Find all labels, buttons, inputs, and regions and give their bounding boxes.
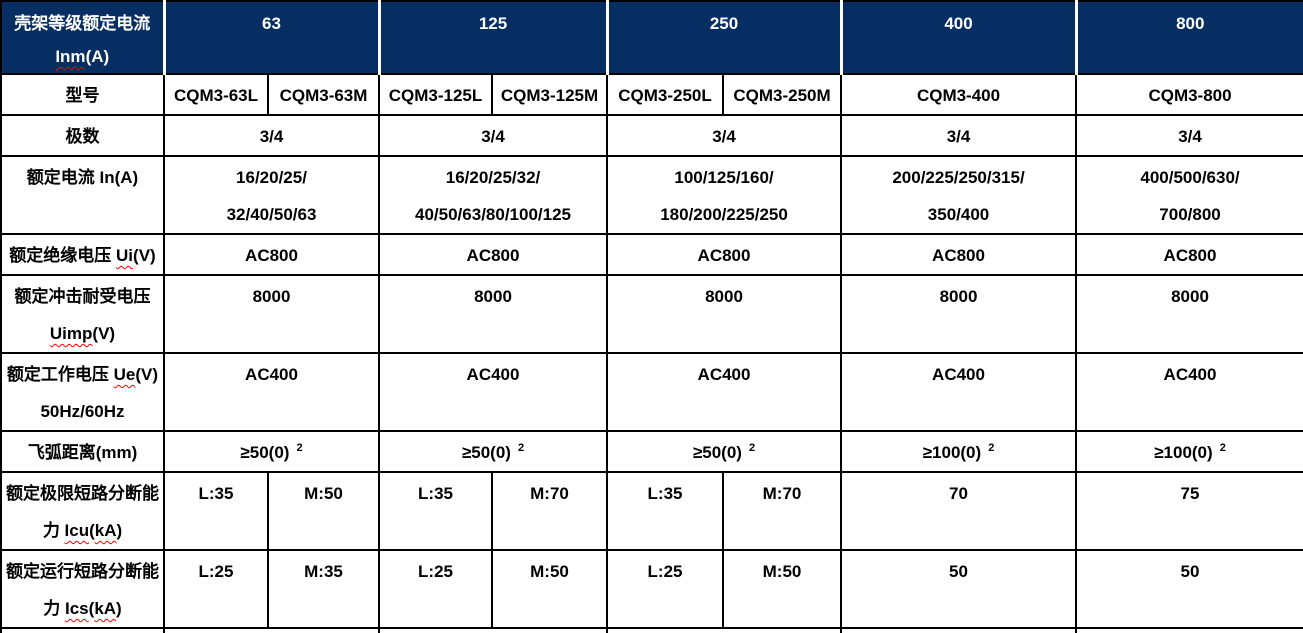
category-cell: A — [1075, 627, 1303, 633]
model-cell: CQM3-63M — [266, 73, 381, 116]
icu-cell: L:35 — [378, 471, 494, 551]
insulation-voltage-cell: AC800 — [162, 233, 381, 276]
ics-cell: L:25 — [606, 549, 725, 629]
category-cell: A — [162, 627, 381, 633]
arc-distance-cell: ≥50(0) 2 — [162, 430, 381, 473]
ics-cell: L:25 — [378, 549, 494, 629]
ics-cell: L:25 — [163, 549, 269, 629]
header-row: 壳架等级额定电流 Inm(A) 63 125 250 400 800 — [0, 0, 1303, 75]
header-col-400: 400 — [839, 0, 1078, 75]
header-col-250: 250 — [605, 0, 843, 75]
header-label-line1: 壳架等级额定电流 — [14, 14, 151, 33]
icu-cell: 75 — [1075, 471, 1303, 551]
model-cell: CQM3-400 — [840, 73, 1078, 116]
impulse-voltage-cell: 8000 — [378, 274, 609, 354]
ics-row: 额定运行短路分断能 力 Ics(kA) L:25 M:35 L:25 M:50 … — [0, 549, 1303, 629]
poles-row: 极数 3/4 3/4 3/4 3/4 3/4 — [0, 114, 1303, 157]
poles-cell: 3/4 — [606, 114, 843, 157]
working-voltage-cell: AC400 — [162, 352, 381, 432]
rated-current-row: 额定电流 In(A) 16/20/25/32/40/50/63 16/20/25… — [0, 155, 1303, 235]
category-cell: A — [378, 627, 609, 633]
model-cell: CQM3-800 — [1075, 73, 1303, 116]
header-col-125: 125 — [377, 0, 609, 75]
model-cell: CQM3-125M — [491, 73, 609, 116]
header-label-line2: Inm(A) — [55, 47, 110, 66]
impulse-voltage-cell: 8000 — [1075, 274, 1303, 354]
arc-distance-cell: ≥100(0) 2 — [840, 430, 1078, 473]
icu-row: 额定极限短路分断能 力 Icu(kA) L:35 M:50 L:35 M:70 … — [0, 471, 1303, 551]
arc-distance-cell: ≥50(0) 2 — [606, 430, 843, 473]
poles-cell: 3/4 — [162, 114, 381, 157]
header-frame-rated-current-label: 壳架等级额定电流 Inm(A) — [0, 0, 166, 75]
header-col-63: 63 — [162, 0, 381, 75]
icu-cell: M:70 — [722, 471, 843, 551]
arc-distance-cell: ≥100(0) 2 — [1075, 430, 1303, 473]
icu-row-label: 额定极限短路分断能 力 Icu(kA) — [0, 471, 165, 551]
arc-distance-row: 飞弧距离(mm) ≥50(0) 2 ≥50(0) 2 ≥50(0) 2 ≥100(0)… — [0, 430, 1303, 473]
impulse-voltage-row: 额定冲击耐受电压 Uimp(V) 8000 8000 8000 8000 800… — [0, 274, 1303, 354]
rated-current-cell: 200/225/250/315/350/400 — [840, 155, 1078, 235]
ics-cell: M:50 — [722, 549, 843, 629]
category-cell: A — [840, 627, 1078, 633]
header-col-800: 800 — [1074, 0, 1303, 75]
insulation-voltage-cell: AC800 — [378, 233, 609, 276]
working-voltage-cell: AC400 — [606, 352, 843, 432]
working-voltage-row: 额定工作电压 Ue(V) 50Hz/60Hz AC400 AC400 AC400… — [0, 352, 1303, 432]
working-voltage-cell: AC400 — [378, 352, 609, 432]
insulation-voltage-cell: AC800 — [840, 233, 1078, 276]
insulation-voltage-row: 额定绝缘电压 Ui(V) AC800 AC800 AC800 AC800 AC8… — [0, 233, 1303, 276]
icu-cell: M:50 — [266, 471, 381, 551]
model-row: 型号 CQM3-63L CQM3-63M CQM3-125L CQM3-125M… — [0, 73, 1303, 116]
rated-current-cell: 100/125/160/180/200/225/250 — [606, 155, 843, 235]
model-row-label: 型号 — [0, 73, 165, 116]
category-row: 使用类别 A A A A A — [0, 627, 1303, 633]
ics-row-label: 额定运行短路分断能 力 Ics(kA) — [0, 549, 165, 629]
poles-row-label: 极数 — [0, 114, 165, 157]
impulse-voltage-cell: 8000 — [840, 274, 1078, 354]
icu-cell: L:35 — [606, 471, 725, 551]
arc-distance-cell: ≥50(0) 2 — [378, 430, 609, 473]
icu-cell: 70 — [840, 471, 1078, 551]
insulation-voltage-cell: AC800 — [1075, 233, 1303, 276]
ics-cell: 50 — [1075, 549, 1303, 629]
poles-cell: 3/4 — [1075, 114, 1303, 157]
ics-cell: 50 — [840, 549, 1078, 629]
model-cell: CQM3-125L — [378, 73, 494, 116]
rated-current-cell: 16/20/25/32/40/50/63/80/100/125 — [378, 155, 609, 235]
rated-current-cell: 400/500/630/700/800 — [1075, 155, 1303, 235]
impulse-voltage-cell: 8000 — [162, 274, 381, 354]
rated-current-row-label: 额定电流 In(A) — [0, 155, 165, 235]
impulse-voltage-row-label: 额定冲击耐受电压 Uimp(V) — [0, 274, 165, 354]
insulation-voltage-cell: AC800 — [606, 233, 843, 276]
insulation-voltage-row-label: 额定绝缘电压 Ui(V) — [0, 233, 165, 276]
working-voltage-row-label: 额定工作电压 Ue(V) 50Hz/60Hz — [0, 352, 165, 432]
arc-distance-row-label: 飞弧距离(mm) — [0, 430, 165, 473]
icu-cell: M:70 — [491, 471, 609, 551]
model-cell: CQM3-250L — [606, 73, 725, 116]
rated-current-cell: 16/20/25/32/40/50/63 — [162, 155, 381, 235]
poles-cell: 3/4 — [378, 114, 609, 157]
model-cell: CQM3-250M — [722, 73, 843, 116]
impulse-voltage-cell: 8000 — [606, 274, 843, 354]
category-cell: A — [606, 627, 843, 633]
ics-cell: M:35 — [266, 549, 381, 629]
model-cell: CQM3-63L — [163, 73, 269, 116]
working-voltage-cell: AC400 — [840, 352, 1078, 432]
icu-cell: L:35 — [163, 471, 269, 551]
poles-cell: 3/4 — [840, 114, 1078, 157]
category-row-label: 使用类别 — [0, 627, 165, 633]
ics-cell: M:50 — [491, 549, 609, 629]
working-voltage-cell: AC400 — [1075, 352, 1303, 432]
